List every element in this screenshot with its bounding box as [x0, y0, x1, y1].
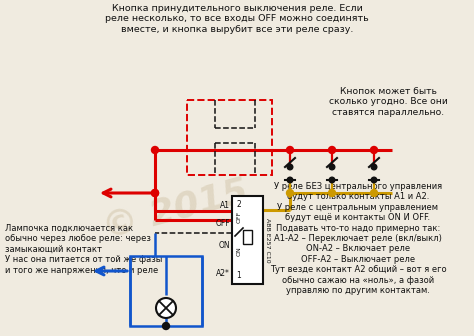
Circle shape	[152, 146, 158, 154]
Text: Лампочка подключается как
обычно через любое реле: через
замыкающий контакт
У на: Лампочка подключается как обычно через л…	[5, 224, 163, 275]
Circle shape	[328, 190, 336, 197]
Circle shape	[287, 164, 293, 170]
Text: 1: 1	[237, 271, 241, 280]
Text: Кнопок может быть
сколько угодно. Все они
ставятся параллельно.: Кнопок может быть сколько угодно. Все он…	[328, 87, 447, 117]
Bar	[130, 256, 202, 326]
Text: Кнопка принудительного выключения реле. Если
реле несколько, то все входы OFF мо: Кнопка принудительного выключения реле. …	[105, 4, 369, 34]
Circle shape	[371, 177, 377, 183]
Text: ON: ON	[237, 246, 241, 256]
Text: OFF: OFF	[237, 211, 241, 223]
Circle shape	[286, 190, 293, 197]
Circle shape	[371, 146, 377, 154]
Circle shape	[371, 164, 377, 170]
Circle shape	[287, 177, 293, 183]
Text: OFF: OFF	[215, 219, 230, 228]
Circle shape	[163, 323, 170, 330]
Circle shape	[152, 190, 158, 197]
Text: 2: 2	[237, 200, 241, 209]
Circle shape	[329, 164, 335, 170]
Circle shape	[371, 190, 377, 197]
Text: © 2015: © 2015	[99, 174, 252, 246]
Circle shape	[156, 298, 176, 318]
Text: A2*: A2*	[216, 269, 230, 279]
Bar	[243, 230, 252, 244]
Circle shape	[329, 177, 335, 183]
Bar	[187, 100, 272, 175]
Bar	[232, 196, 263, 284]
Circle shape	[328, 146, 336, 154]
Text: ON: ON	[219, 242, 230, 251]
Text: ABB E257 C10: ABB E257 C10	[265, 218, 270, 262]
Circle shape	[152, 190, 158, 197]
Circle shape	[286, 146, 293, 154]
Text: У реле БЕЗ центрального управления
будут только контакты А1 и А2.
У реле с центр: У реле БЕЗ центрального управления будут…	[270, 182, 447, 295]
Text: A1: A1	[220, 202, 230, 210]
